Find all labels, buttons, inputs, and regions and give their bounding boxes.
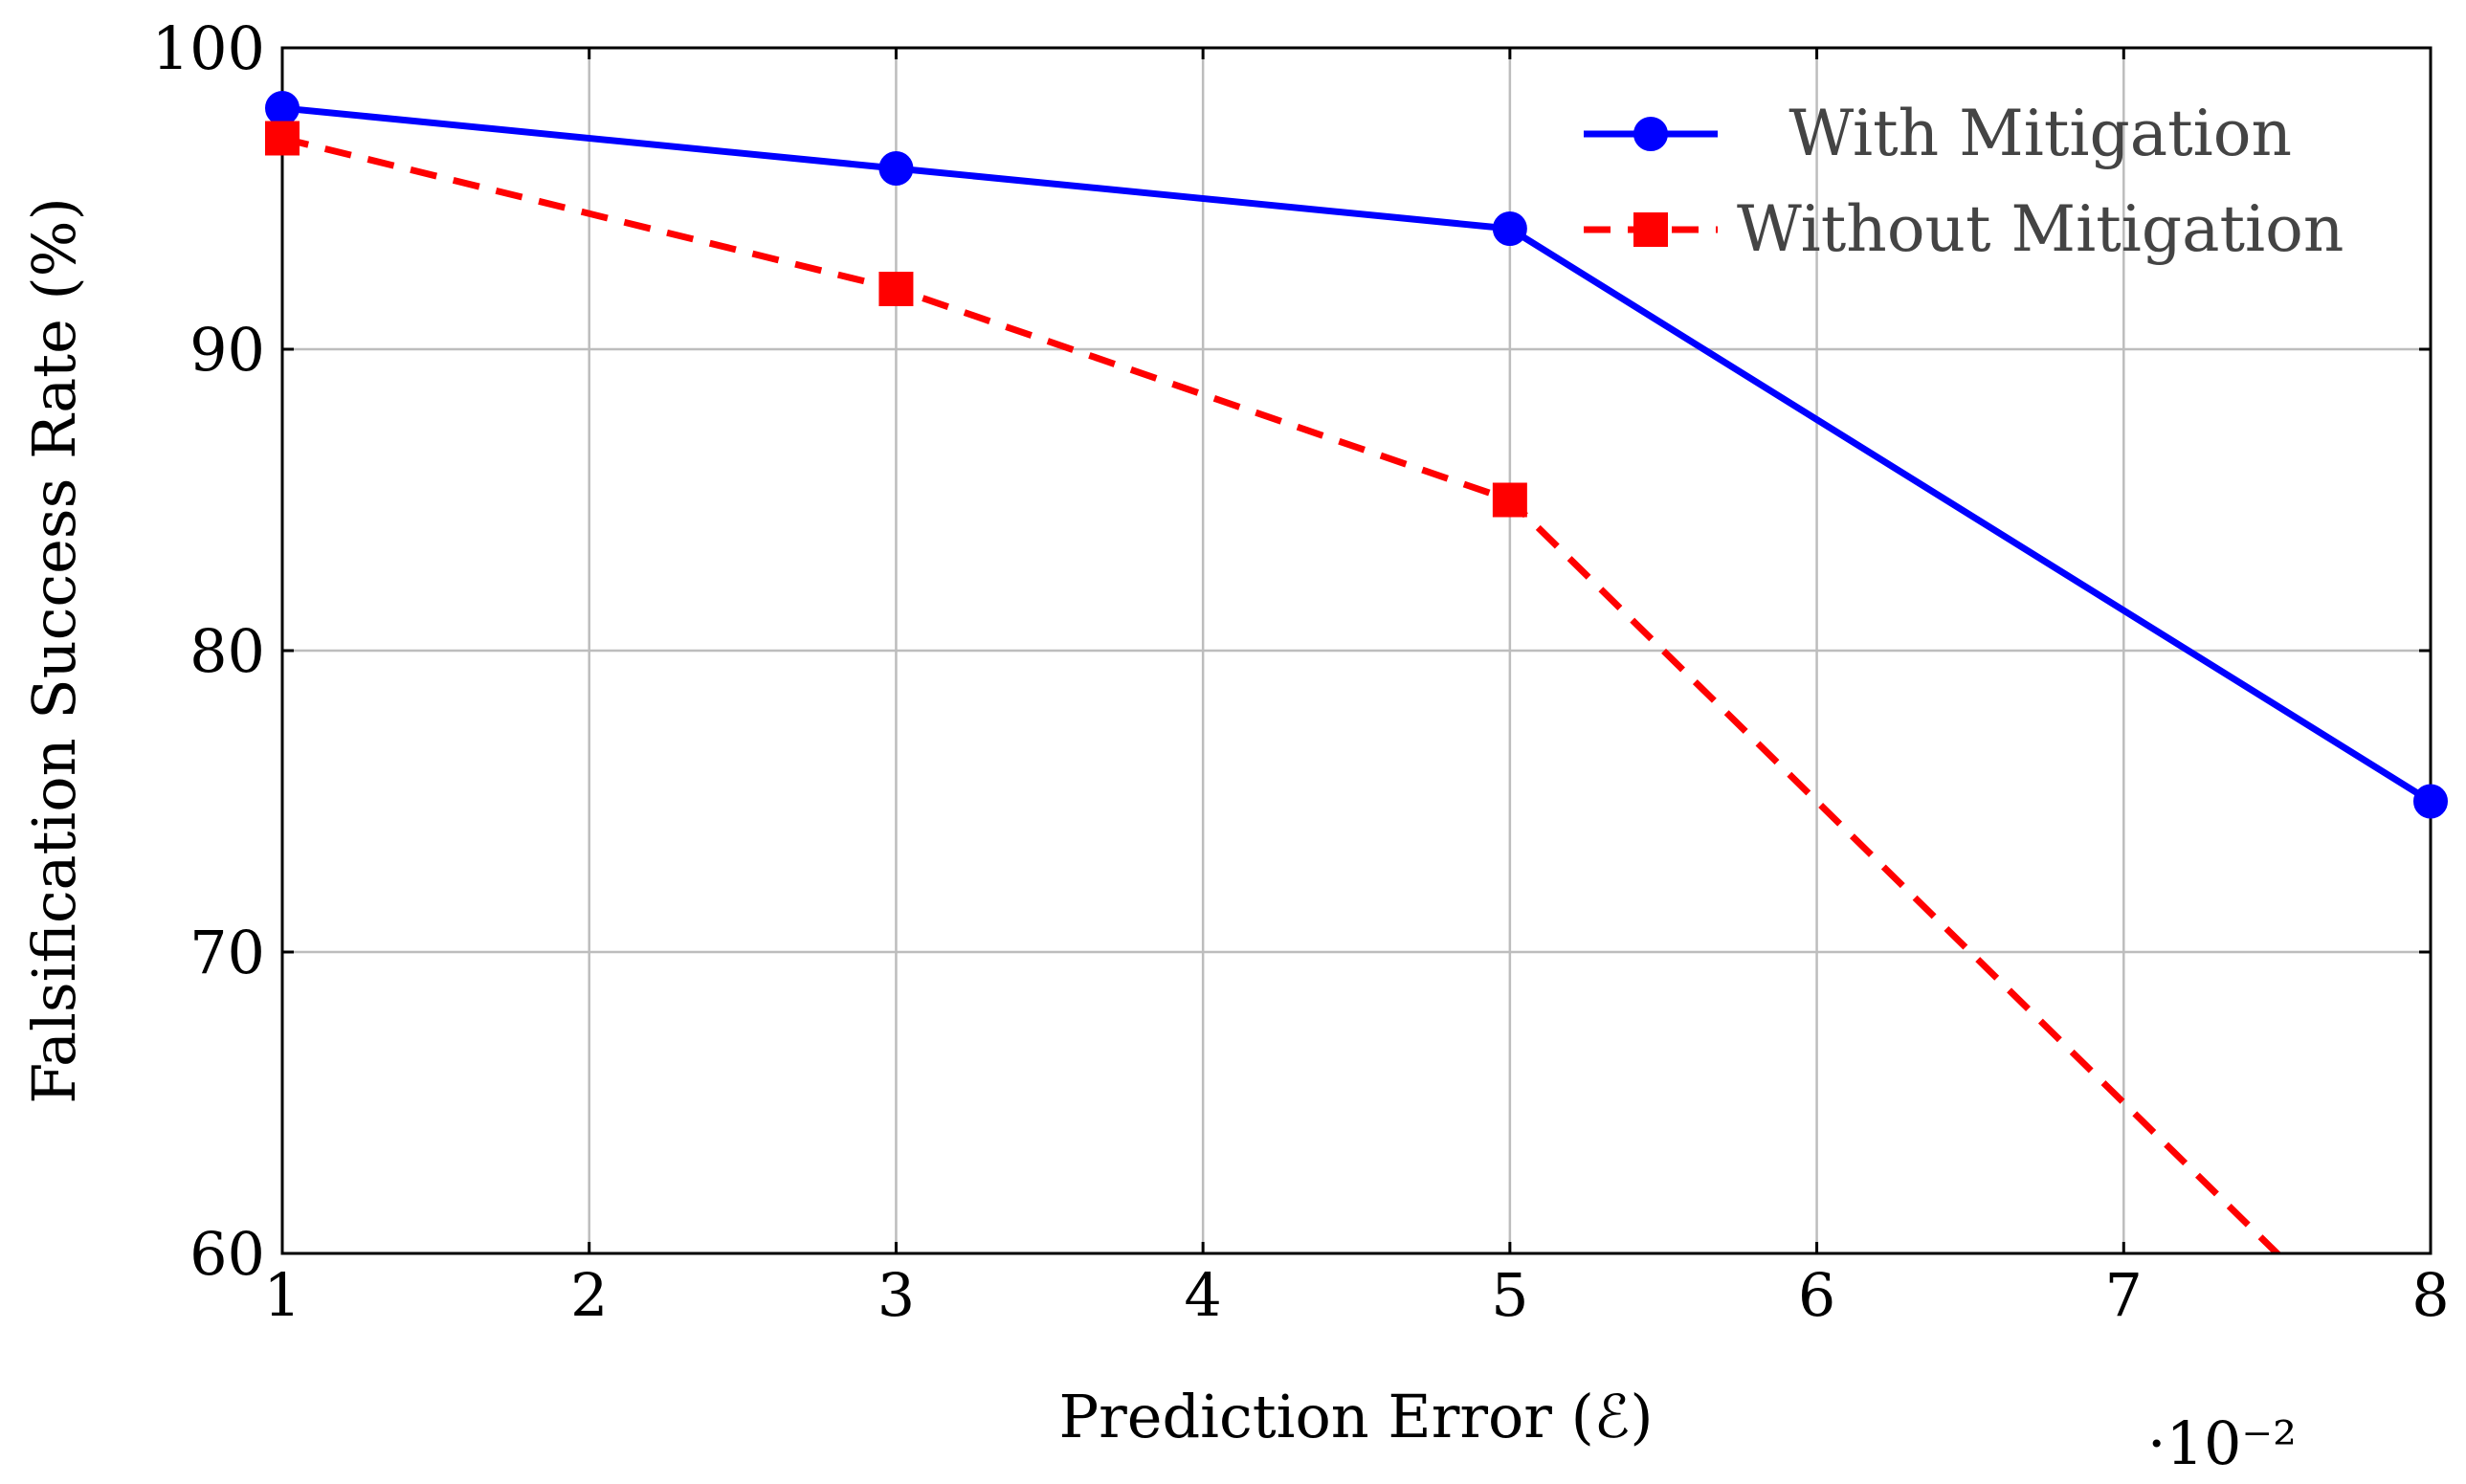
plot-frame xyxy=(280,46,2433,1255)
data-point-series-1 xyxy=(878,151,914,186)
legend-marker-2 xyxy=(1633,212,1668,247)
marker-layer xyxy=(265,91,2448,819)
legend-label-1: With Mitigation xyxy=(1788,97,2292,170)
y-tick-label: 100 xyxy=(152,13,265,83)
x-tick-label: 8 xyxy=(2411,1260,2449,1330)
x-tick-label: 6 xyxy=(1798,1260,1835,1330)
x-tick-label: 7 xyxy=(2105,1260,2143,1330)
x-tick-label: 1 xyxy=(263,1260,300,1330)
y-axis-label: Falsification Success Rate (%) xyxy=(19,197,89,1104)
x-axis-label: Prediction Error (ℰ) xyxy=(1058,1382,1653,1451)
x-tick-label: 2 xyxy=(570,1260,608,1330)
legend-marker-1 xyxy=(1633,117,1668,151)
data-point-series-1 xyxy=(265,91,300,125)
data-point-series-1 xyxy=(1492,211,1527,246)
data-point-series-2 xyxy=(1492,482,1527,518)
data-point-series-2 xyxy=(265,121,300,156)
series-line-1 xyxy=(282,104,2431,805)
data-point-series-1 xyxy=(2413,784,2448,819)
series-layer xyxy=(282,104,2431,1253)
y-tick-label: 80 xyxy=(189,616,265,686)
y-tick-label: 90 xyxy=(189,315,265,385)
y-tick-label: 60 xyxy=(189,1219,265,1289)
x-tick-label: 5 xyxy=(1491,1260,1528,1330)
y-tick-label: 70 xyxy=(189,918,265,987)
x-tick-label: 4 xyxy=(1184,1260,1221,1330)
tick-labels: 1 2 3 4 5 6 7 8 60 70 80 90 100 xyxy=(152,13,2450,1330)
legend-label-2: Without Mitigation xyxy=(1737,192,2344,266)
data-point-series-2 xyxy=(878,272,914,306)
series-line-2 xyxy=(282,135,2282,1253)
x-tick-label: 3 xyxy=(878,1260,915,1330)
legend: With Mitigation Without Mitigation xyxy=(1584,97,2344,266)
x-axis-multiplier: ·10⁻² xyxy=(2147,1408,2297,1478)
